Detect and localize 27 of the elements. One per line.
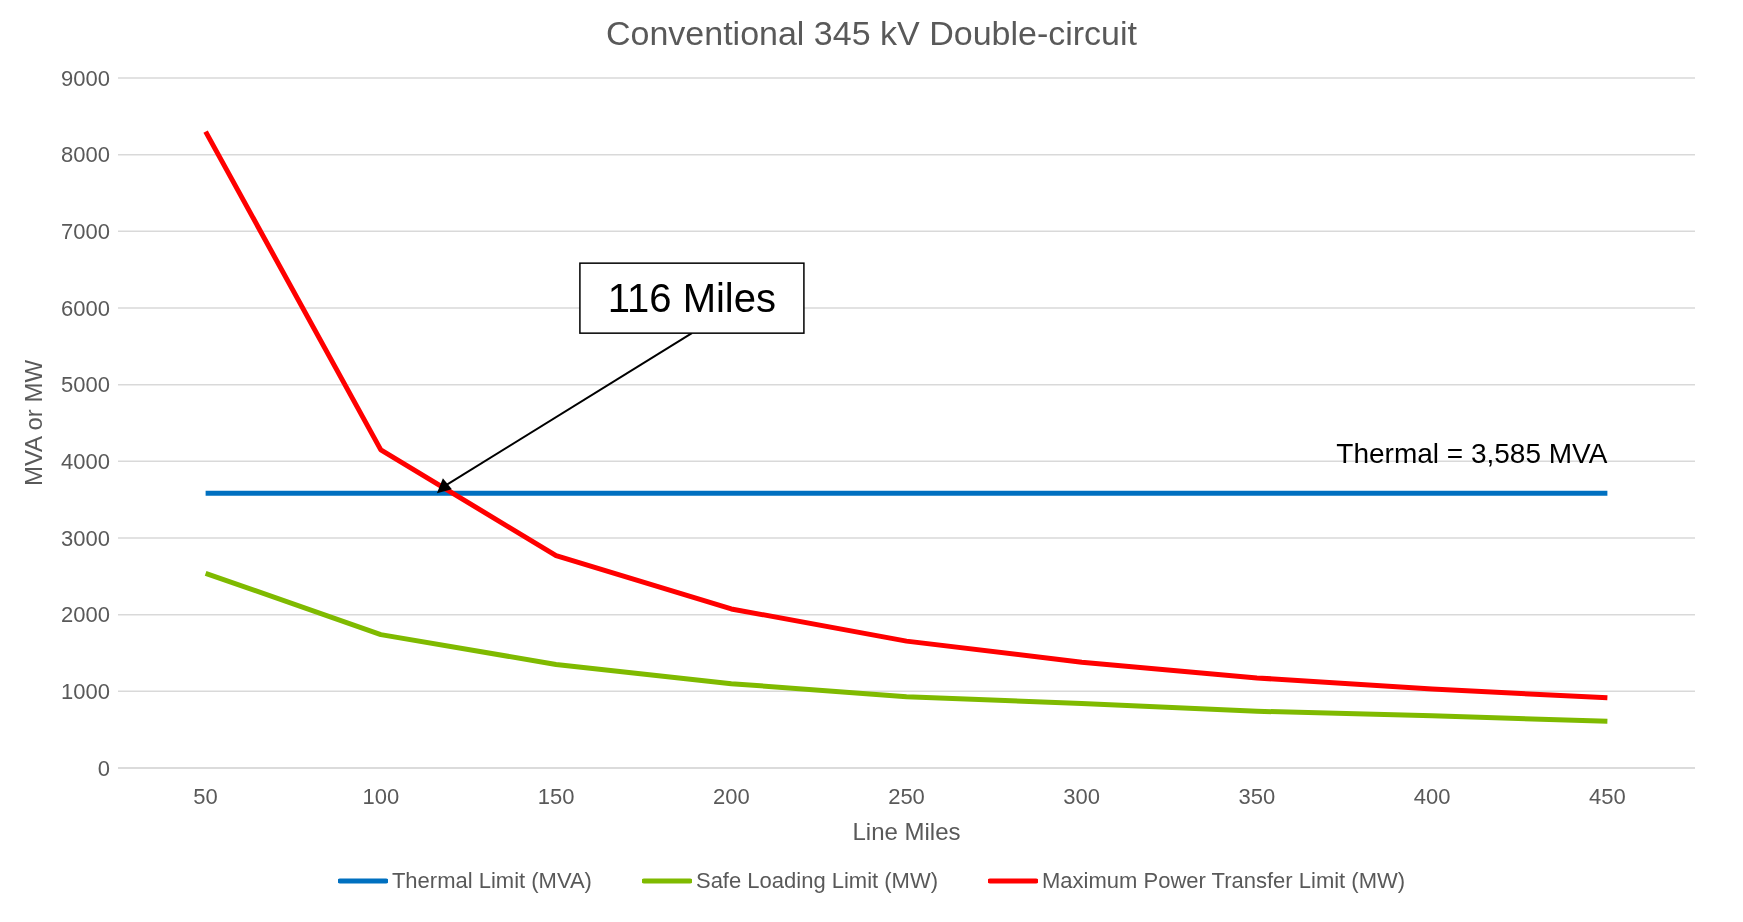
legend-label: Thermal Limit (MVA) xyxy=(391,868,592,894)
legend-label: Maximum Power Transfer Limit (MW) xyxy=(1042,868,1406,894)
y-tick-label: 6000 xyxy=(61,295,110,321)
chart-title: Conventional 345 kV Double-circuit xyxy=(604,13,1139,54)
y-tick-label: 5000 xyxy=(61,372,110,398)
x-axis-title: Line Miles xyxy=(852,818,961,845)
y-tick-label: 1000 xyxy=(61,679,110,705)
annotation: 116 Miles xyxy=(607,276,777,321)
y-tick-label: 4000 xyxy=(61,449,110,475)
x-tick-label: 200 xyxy=(712,783,750,809)
x-tick-label: 50 xyxy=(193,783,218,809)
y-tick-label: 3000 xyxy=(61,525,110,551)
x-tick-label: 450 xyxy=(1589,783,1626,809)
x-tick-label: 400 xyxy=(1413,783,1451,809)
annotation: Thermal = 3,585 MVA xyxy=(1336,438,1608,470)
x-tick-label: 250 xyxy=(888,783,925,809)
legend-label: Safe Loading Limit (MW) xyxy=(695,868,939,894)
x-tick-label: 150 xyxy=(537,783,575,809)
y-tick-label: 7000 xyxy=(61,219,110,245)
x-tick-label: 350 xyxy=(1238,783,1276,809)
x-tick-label: 300 xyxy=(1063,783,1101,809)
y-tick-label: 0 xyxy=(97,755,110,781)
y-tick-label: 8000 xyxy=(61,142,110,168)
x-tick-label: 100 xyxy=(362,783,400,809)
y-tick-label: 9000 xyxy=(61,65,110,91)
y-tick-label: 2000 xyxy=(61,602,110,628)
y-axis-title: MVA or MW xyxy=(19,359,47,487)
